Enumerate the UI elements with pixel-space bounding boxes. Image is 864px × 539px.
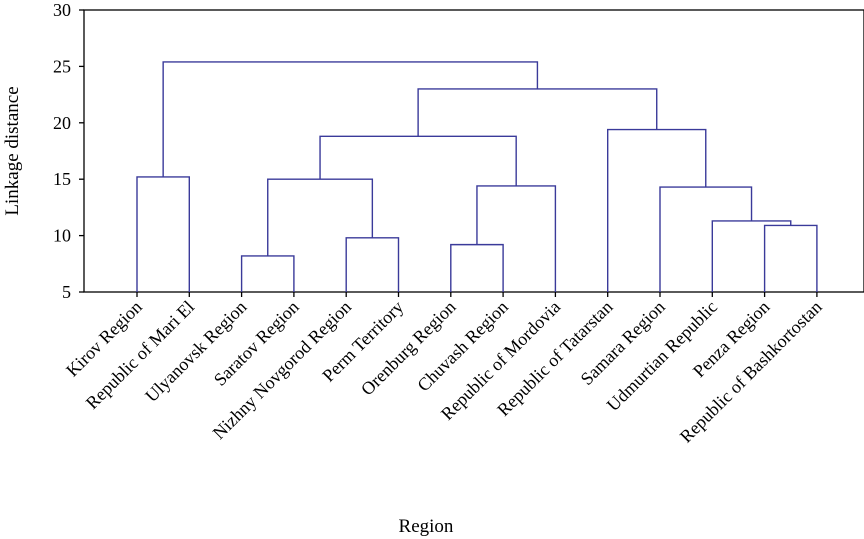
dendrogram-link — [711, 220, 792, 292]
leaf-label: Orenburg Region — [357, 297, 460, 400]
y-tick-label: 10 — [53, 226, 71, 246]
dendrogram-link — [763, 224, 818, 292]
dendrogram-link — [136, 176, 190, 292]
leaf-label: Chuvash Region — [413, 297, 512, 396]
y-tick-label: 15 — [53, 169, 71, 189]
y-axis: 5 10 15 20 25 30 — [53, 0, 84, 302]
x-axis-title: Region — [399, 516, 454, 537]
dendrogram-link — [607, 128, 707, 292]
dendrogram-link — [476, 185, 557, 292]
dendrogram-link — [267, 178, 374, 256]
y-tick-label: 25 — [53, 56, 71, 76]
dendrogram-link — [345, 237, 400, 292]
y-axis-title: Linkage distance — [2, 86, 23, 215]
plot-frame — [83, 9, 864, 293]
dendrogram-link — [659, 186, 753, 292]
y-tick-label: 30 — [53, 0, 71, 20]
dendrogram-link — [240, 255, 295, 292]
dendrogram-links — [136, 61, 818, 292]
y-tick-label: 20 — [53, 113, 71, 133]
dendrogram-link — [450, 243, 504, 292]
y-tick-label: 5 — [62, 282, 71, 302]
dendrogram-link — [162, 61, 539, 177]
